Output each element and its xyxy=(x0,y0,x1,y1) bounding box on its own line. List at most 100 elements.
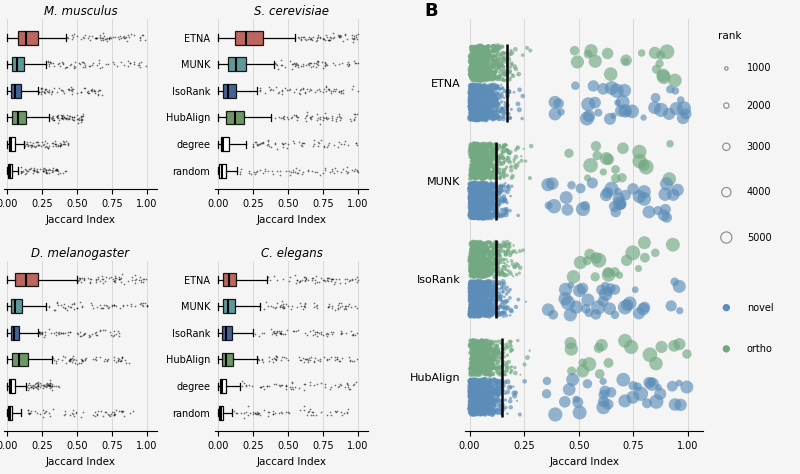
Point xyxy=(469,363,482,370)
Point xyxy=(476,285,489,292)
Point xyxy=(485,181,498,189)
Point xyxy=(465,207,478,214)
Point xyxy=(25,383,38,391)
Point xyxy=(464,293,477,301)
Point xyxy=(43,165,56,173)
Point xyxy=(482,309,494,317)
Point xyxy=(486,148,498,156)
Point xyxy=(295,139,308,146)
Point xyxy=(489,288,502,296)
Point xyxy=(473,261,486,269)
Point xyxy=(246,143,259,150)
Point xyxy=(478,291,491,299)
Point xyxy=(469,379,482,386)
Point xyxy=(307,303,320,310)
Point xyxy=(468,254,481,261)
Point xyxy=(305,35,318,43)
Point xyxy=(477,268,490,276)
Point xyxy=(471,246,484,254)
Point xyxy=(476,72,489,79)
Point xyxy=(473,356,486,364)
Point xyxy=(489,82,502,90)
Point xyxy=(478,153,490,161)
Text: B: B xyxy=(425,2,438,20)
Point xyxy=(468,141,481,148)
Point xyxy=(492,370,505,377)
Point xyxy=(98,327,111,334)
Point xyxy=(470,98,483,106)
Point xyxy=(464,356,477,364)
Point xyxy=(476,84,489,92)
Point xyxy=(466,208,478,216)
Point xyxy=(495,187,508,194)
Point xyxy=(468,183,481,191)
Point xyxy=(465,182,478,190)
Point xyxy=(480,243,493,250)
Point xyxy=(475,104,488,112)
Point xyxy=(464,409,477,416)
Point xyxy=(466,106,479,113)
Point xyxy=(82,87,94,95)
Point xyxy=(475,43,488,50)
Point xyxy=(304,328,317,335)
Point xyxy=(470,366,482,374)
Point xyxy=(489,407,502,415)
Point xyxy=(466,405,478,412)
Point xyxy=(494,42,506,50)
Point xyxy=(469,410,482,417)
Point xyxy=(50,166,62,173)
Point xyxy=(469,392,482,400)
Point xyxy=(38,381,50,389)
Point xyxy=(285,306,298,313)
Point xyxy=(480,239,493,247)
Point xyxy=(476,73,489,80)
Point xyxy=(107,301,120,309)
Point xyxy=(475,183,488,191)
Point xyxy=(466,82,479,90)
Point xyxy=(480,308,493,316)
Point xyxy=(466,143,479,151)
Point xyxy=(482,52,494,60)
Point xyxy=(42,381,55,389)
Point xyxy=(291,276,304,284)
Point xyxy=(466,97,479,104)
Point xyxy=(47,84,60,91)
Point xyxy=(466,280,479,287)
Point xyxy=(470,51,483,59)
Point xyxy=(584,162,597,169)
Point xyxy=(471,390,484,398)
Point xyxy=(43,303,56,310)
Point xyxy=(469,407,482,414)
Point xyxy=(477,42,490,50)
Point xyxy=(477,112,490,120)
Point xyxy=(480,193,493,201)
Point xyxy=(466,164,479,171)
Point xyxy=(473,270,486,278)
Point xyxy=(501,146,514,154)
Point xyxy=(466,285,479,293)
Point xyxy=(478,191,490,199)
Point xyxy=(482,250,495,257)
Point xyxy=(465,386,478,394)
Point xyxy=(479,408,492,415)
Point xyxy=(469,115,482,122)
Point xyxy=(483,360,496,368)
Point xyxy=(465,284,478,292)
Point xyxy=(473,167,486,175)
Point xyxy=(469,262,482,269)
Point xyxy=(492,391,505,399)
Point xyxy=(474,152,486,160)
Point xyxy=(472,105,485,113)
Point xyxy=(466,210,478,218)
Point xyxy=(466,145,479,153)
Point xyxy=(470,400,482,408)
Point xyxy=(470,211,482,219)
Point xyxy=(467,369,480,377)
Point xyxy=(482,248,495,256)
Point xyxy=(78,63,91,71)
Point xyxy=(468,85,481,92)
Point xyxy=(466,240,479,248)
Point xyxy=(465,302,478,310)
Point xyxy=(469,392,482,399)
Point xyxy=(483,206,496,213)
